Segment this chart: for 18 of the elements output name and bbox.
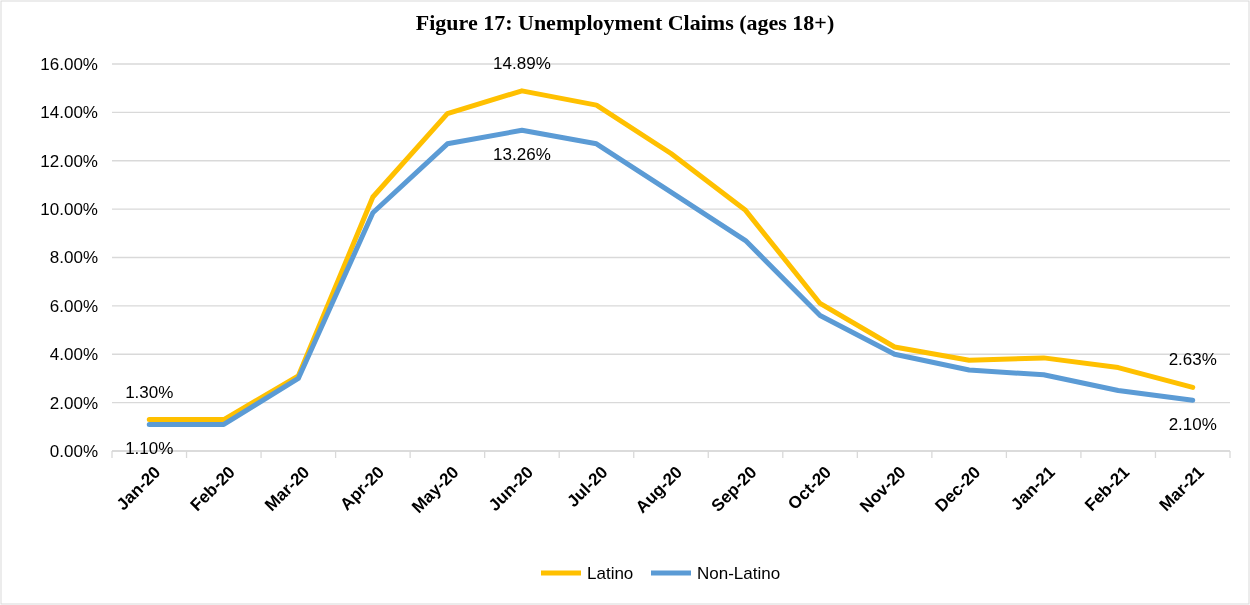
data-label: 13.26% — [493, 145, 551, 165]
chart-title: Figure 17: Unemployment Claims (ages 18+) — [415, 10, 835, 35]
y-tick-label: 2.00% — [49, 393, 98, 413]
legend-label: Latino — [587, 563, 634, 583]
y-tick-label: 6.00% — [49, 296, 98, 316]
legend-label: Non-Latino — [697, 563, 781, 583]
data-label: 2.63% — [1168, 350, 1217, 370]
data-label: 14.89% — [493, 53, 551, 73]
data-label: 1.30% — [125, 382, 174, 402]
y-tick-label: 16.00% — [40, 54, 98, 74]
y-tick-label: 14.00% — [40, 103, 98, 123]
data-label: 2.10% — [1168, 415, 1217, 435]
y-tick-label: 0.00% — [49, 441, 98, 461]
y-tick-label: 8.00% — [49, 248, 98, 268]
data-label: 1.10% — [125, 439, 174, 459]
y-tick-label: 4.00% — [49, 345, 98, 365]
y-tick-label: 10.00% — [40, 200, 98, 220]
y-tick-label: 12.00% — [40, 151, 98, 171]
